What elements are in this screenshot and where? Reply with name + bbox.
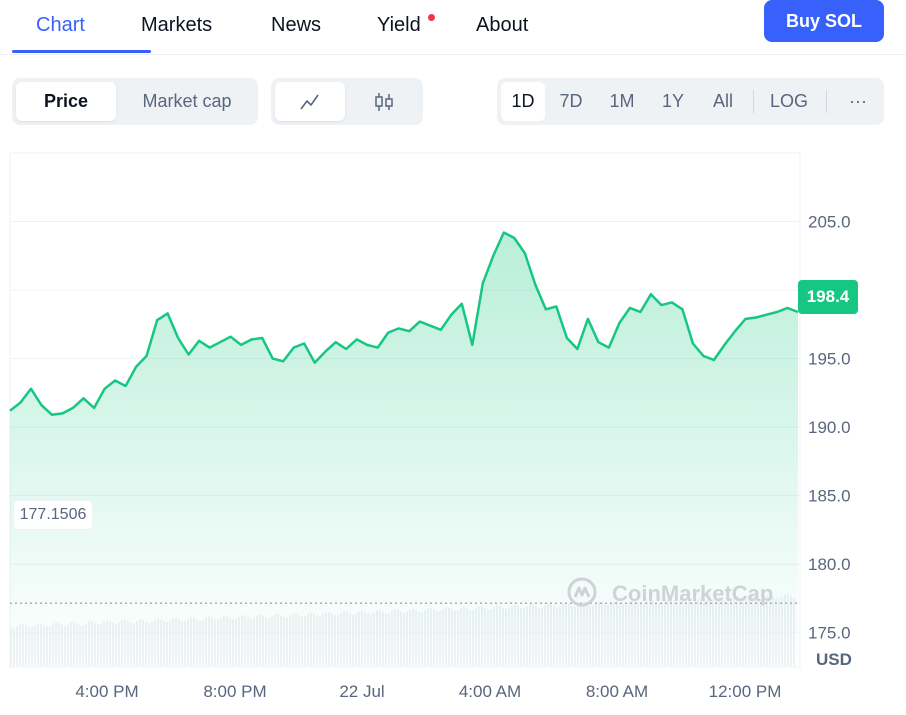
range-7d-button[interactable]: 7D bbox=[559, 91, 583, 111]
x-tick-label: 4:00 PM bbox=[75, 682, 138, 701]
price-area-fill bbox=[10, 232, 798, 667]
tab-chart[interactable]: Chart bbox=[36, 14, 85, 36]
line-chart-button[interactable] bbox=[275, 82, 345, 121]
x-tick-label: 8:00 PM bbox=[203, 682, 266, 701]
y-tick-label: 195.0 bbox=[808, 350, 851, 369]
tab-yield[interactable]: Yield bbox=[377, 14, 421, 36]
watermark-text: CoinMarketCap bbox=[612, 581, 774, 606]
tab-markets[interactable]: Markets bbox=[141, 14, 213, 36]
tab-news[interactable]: News bbox=[271, 14, 322, 36]
x-tick-label: 22 Jul bbox=[339, 682, 384, 701]
notification-dot-icon bbox=[428, 14, 435, 21]
current-price-tag: 198.4 bbox=[798, 280, 858, 314]
y-tick-label: 180.0 bbox=[808, 555, 851, 574]
range-1m-button[interactable]: 1M bbox=[609, 91, 635, 111]
y-tick-label: 185.0 bbox=[808, 487, 851, 506]
line-chart-icon bbox=[300, 94, 319, 110]
y-tick-label: 175.0 bbox=[808, 624, 851, 643]
top-tabs: Chart Markets News Yield About Buy SOL bbox=[0, 0, 906, 55]
log-scale-button[interactable]: LOG bbox=[769, 91, 808, 111]
price-toggle-button[interactable]: Price bbox=[16, 82, 116, 121]
tab-about[interactable]: About bbox=[476, 14, 529, 36]
x-tick-label: 4:00 AM bbox=[459, 682, 521, 701]
y-tick-label: 190.0 bbox=[808, 418, 851, 437]
x-tick-label: 8:00 AM bbox=[586, 682, 648, 701]
more-options-button[interactable]: ··· bbox=[849, 91, 867, 111]
time-range-toggle: 1D 7D 1M 1Y All LOG ··· bbox=[497, 78, 884, 125]
chart-type-toggle bbox=[271, 78, 423, 125]
low-price-marker: 177.1506 bbox=[14, 501, 92, 529]
x-tick-label: 12:00 PM bbox=[709, 682, 782, 701]
range-all-button[interactable]: All bbox=[712, 91, 733, 111]
candlestick-icon bbox=[375, 93, 393, 111]
currency-label: USD bbox=[816, 650, 852, 669]
candlestick-button[interactable] bbox=[349, 82, 419, 121]
market-cap-toggle-button[interactable]: Market cap bbox=[142, 91, 232, 111]
coinmarketcap-logo-icon bbox=[567, 577, 597, 607]
buy-sol-button[interactable]: Buy SOL bbox=[764, 0, 884, 42]
y-tick-label: 205.0 bbox=[808, 213, 851, 232]
range-1d-button[interactable]: 1D bbox=[501, 82, 545, 121]
range-1y-button[interactable]: 1Y bbox=[661, 91, 685, 111]
divider bbox=[826, 90, 827, 113]
metric-toggle: Price Market cap bbox=[12, 78, 258, 125]
active-tab-indicator bbox=[12, 50, 151, 53]
price-line bbox=[9, 231, 799, 417]
divider bbox=[753, 90, 754, 113]
